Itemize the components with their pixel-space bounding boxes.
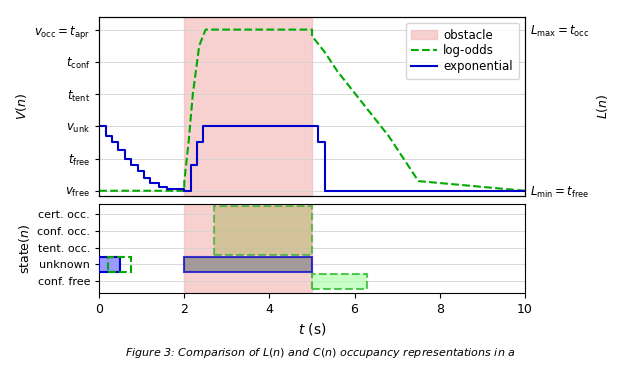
Bar — [184, 257, 312, 272]
Bar — [184, 17, 312, 196]
Bar — [184, 204, 312, 293]
Bar — [312, 274, 367, 289]
Y-axis label: $L(n)$: $L(n)$ — [595, 93, 610, 119]
Text: Figure 3: Comparison of $L(n)$ and $C(n)$ occupancy representations in a: Figure 3: Comparison of $L(n)$ and $C(n)… — [125, 346, 515, 360]
Legend: obstacle, log-odds, exponential: obstacle, log-odds, exponential — [406, 23, 519, 79]
Bar — [108, 257, 131, 272]
X-axis label: $t\ \mathrm{(s)}$: $t\ \mathrm{(s)}$ — [298, 321, 326, 337]
Bar — [99, 257, 120, 272]
Y-axis label: state$(n)$: state$(n)$ — [17, 223, 31, 273]
Y-axis label: $V(n)$: $V(n)$ — [13, 92, 29, 120]
Bar — [214, 206, 312, 255]
